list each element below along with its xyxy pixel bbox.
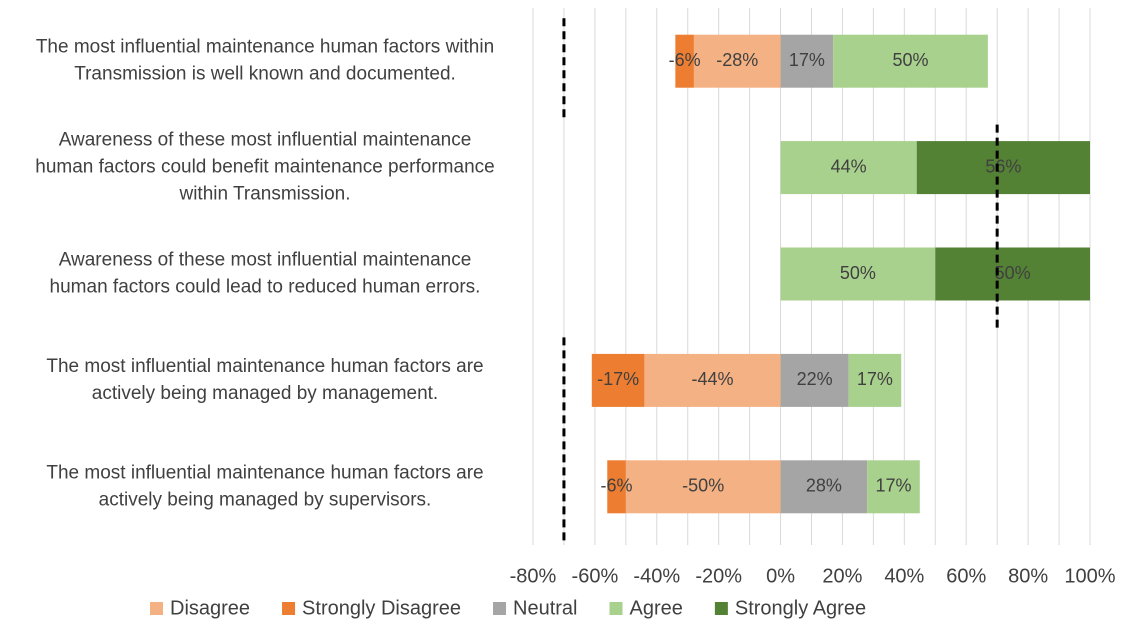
value-label: -28%	[716, 50, 758, 70]
category-label: The most influential maintenance human f…	[46, 356, 483, 404]
bar-segment	[780, 460, 868, 514]
category-label: Awareness of these most influential main…	[35, 130, 494, 205]
legend-label: Neutral	[513, 597, 577, 619]
legend-swatch	[282, 602, 296, 615]
value-label: -17%	[597, 369, 639, 389]
bar-segment	[916, 141, 1090, 195]
value-label: -44%	[691, 369, 733, 389]
legend-swatch	[493, 602, 507, 615]
value-label: 50%	[840, 263, 876, 283]
category-label-line: human factors could lead to reduced huma…	[50, 277, 481, 298]
x-tick-label: -40%	[633, 565, 680, 587]
category-label-line: human factors could benefit maintenance …	[35, 157, 494, 178]
x-tick-label: 60%	[946, 565, 986, 587]
bar-segment	[780, 34, 834, 88]
legend-label: Disagree	[170, 597, 250, 619]
x-tick-label: -60%	[572, 565, 619, 587]
value-label: 50%	[995, 263, 1031, 283]
category-label-line: The most influential maintenance human f…	[46, 462, 483, 483]
value-label: 28%	[806, 476, 842, 496]
bar-segment	[607, 460, 626, 514]
bar-segment	[591, 353, 645, 407]
category-label-line: within Transmission.	[178, 184, 350, 205]
legend-swatch	[609, 602, 623, 615]
bar-segment	[780, 353, 849, 407]
category-label: Awareness of these most influential main…	[50, 250, 481, 298]
legend-swatch	[714, 602, 728, 615]
bar-segment	[833, 34, 988, 88]
bar-segment	[780, 141, 917, 195]
category-label: The most influential maintenance human f…	[36, 37, 494, 85]
category-label-line: The most influential maintenance human f…	[46, 356, 483, 377]
legend: Disagree Strongly Disagree Neutral Agree Str…	[150, 597, 866, 619]
bar-segment	[867, 460, 920, 514]
category-label-line: Awareness of these most influential main…	[59, 130, 472, 151]
bar-segment	[935, 247, 1090, 301]
value-label: -6%	[669, 50, 701, 70]
value-label: 44%	[831, 156, 867, 176]
value-label: 50%	[893, 50, 929, 70]
x-tick-label: 100%	[1064, 565, 1115, 587]
bar-segment	[693, 34, 781, 88]
x-tick-label: 40%	[884, 565, 924, 587]
category-label-line: Awareness of these most influential main…	[59, 250, 472, 271]
category-label-line: Transmission is well known and documente…	[74, 64, 456, 85]
value-label: 22%	[797, 369, 833, 389]
legend-swatch	[150, 602, 163, 615]
x-tick-label: -80%	[510, 565, 557, 587]
x-tick-label: 80%	[1008, 565, 1048, 587]
x-tick-label: -20%	[695, 565, 742, 587]
bar-segment	[780, 247, 936, 301]
bar-segment	[848, 353, 902, 407]
bar-segment	[625, 460, 781, 514]
value-label: 17%	[875, 476, 911, 496]
value-label: 56%	[985, 156, 1021, 176]
category-label-line: actively being managed by management.	[92, 383, 438, 404]
bar-segment	[644, 353, 781, 407]
x-tick-label: 0%	[766, 565, 795, 587]
value-label: -6%	[601, 476, 633, 496]
x-tick-label: 20%	[822, 565, 862, 587]
legend-label: Agree	[630, 597, 683, 619]
category-label-line: actively being managed by supervisors.	[99, 489, 432, 510]
category-label-line: The most influential maintenance human f…	[36, 37, 494, 58]
value-label: 17%	[789, 50, 825, 70]
category-label: The most influential maintenance human f…	[46, 462, 483, 510]
value-label: 17%	[857, 369, 893, 389]
value-label: -50%	[682, 476, 724, 496]
legend-label: Strongly Agree	[735, 597, 866, 619]
legend-label: Strongly Disagree	[302, 597, 461, 619]
bar-segment	[675, 34, 694, 88]
